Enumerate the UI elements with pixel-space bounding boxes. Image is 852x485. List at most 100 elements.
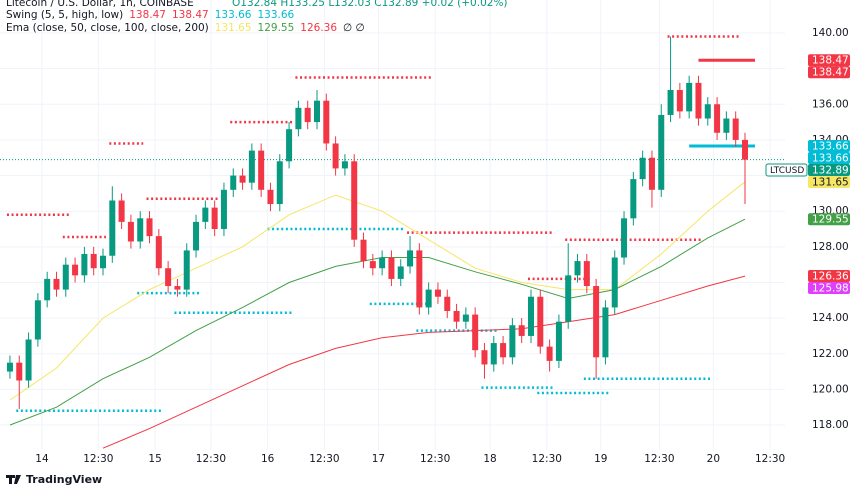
candle-body xyxy=(407,250,414,267)
candle-body xyxy=(34,300,41,340)
candle-body xyxy=(118,200,125,222)
y-tick-label: 118.00 xyxy=(812,419,849,431)
candle-body xyxy=(16,362,23,381)
y-tick-label: 122.00 xyxy=(812,348,849,360)
x-tick-label: 12:30 xyxy=(309,453,339,465)
candle-body xyxy=(220,189,227,230)
candle-body xyxy=(230,175,237,190)
candle-body xyxy=(174,286,181,290)
x-tick-label: 12:30 xyxy=(755,453,785,465)
price-tag xyxy=(808,151,850,164)
candle-body xyxy=(127,221,134,242)
candle-body xyxy=(425,289,432,308)
x-tick-label: 19 xyxy=(594,453,607,465)
price-tag-label: 138.47 xyxy=(812,55,849,67)
candle-body xyxy=(211,207,218,230)
candle-body xyxy=(62,264,69,290)
symbol: Litecoin / U.S. Dollar, 1h, COINBASE xyxy=(6,0,194,9)
candle-body xyxy=(351,161,358,240)
candle-body xyxy=(574,261,581,276)
x-tick-label: 12:30 xyxy=(532,453,562,465)
x-tick-label: 14 xyxy=(35,453,49,465)
candle-body xyxy=(72,264,79,276)
ema-line xyxy=(9,181,746,401)
candle-body xyxy=(565,275,572,322)
candle-body xyxy=(332,143,339,169)
candle-body xyxy=(81,253,88,276)
header: Litecoin / U.S. Dollar, 1h, COINBASE O13… xyxy=(6,0,508,34)
candle-body xyxy=(369,261,376,269)
x-tick-label: 17 xyxy=(372,453,385,465)
x-tick-label: 16 xyxy=(261,453,275,465)
y-tick-label: 124.00 xyxy=(812,312,849,324)
candle-body xyxy=(695,82,702,119)
indicator-value: 133.66 xyxy=(257,9,294,21)
price-tag xyxy=(808,139,850,152)
candle-body xyxy=(99,255,106,269)
candle-body xyxy=(481,350,488,365)
candle-body xyxy=(509,325,516,358)
candle-body xyxy=(630,179,637,219)
candle-body xyxy=(732,118,739,140)
x-tick-label: 18 xyxy=(483,453,496,465)
price-tag-label: 138.47 xyxy=(812,67,849,79)
candle-body xyxy=(704,104,711,119)
y-tick-label: 128.00 xyxy=(812,241,849,253)
indicator-value: 138.47 xyxy=(172,9,209,21)
indicator-suffix: ∅ ∅ xyxy=(343,22,365,34)
price-tag xyxy=(808,213,850,226)
candle-body xyxy=(137,218,144,242)
candle-body xyxy=(434,289,441,297)
levels xyxy=(0,35,785,413)
candle-body xyxy=(360,239,367,262)
candle-body xyxy=(686,82,693,112)
x-tick-label: 12:30 xyxy=(644,453,674,465)
candle-body xyxy=(453,310,460,322)
candle-body xyxy=(593,286,600,358)
candle-body xyxy=(416,250,423,308)
indicator-value: 129.55 xyxy=(258,22,295,34)
candle-body xyxy=(313,100,320,123)
candle-body xyxy=(379,257,386,269)
candle-body xyxy=(276,161,283,205)
candle-body xyxy=(183,250,190,290)
candle-body xyxy=(490,343,497,365)
candle-body xyxy=(341,161,348,169)
candle-body xyxy=(239,175,246,183)
candle-body xyxy=(388,257,395,279)
x-tick-label: 15 xyxy=(148,453,161,465)
price-tag-label: 132.89 xyxy=(812,164,849,176)
price-tag xyxy=(808,282,850,295)
price-tag-label: 126.36 xyxy=(812,271,849,283)
candle-body xyxy=(323,100,330,144)
price-tag xyxy=(808,163,850,176)
quote: O132.84 H133.25 L132.03 C132.89 +0.02 (+… xyxy=(232,0,508,9)
candle-body xyxy=(258,150,265,190)
candle-body xyxy=(267,189,274,205)
price-tag-label: 133.66 xyxy=(812,140,849,152)
footer: TradingView 14 12:30 15 12:30 16 12:30 17 12:30… xyxy=(6,453,785,485)
grid xyxy=(0,0,785,450)
price-tag-label: 129.55 xyxy=(812,214,849,226)
indicator-value: 133.66 xyxy=(215,9,252,21)
candle-body xyxy=(6,362,13,372)
logo-text: TradingView xyxy=(26,473,102,485)
candle-body xyxy=(462,314,469,322)
candle-body xyxy=(648,157,655,190)
candle-body xyxy=(714,104,721,133)
y-tick-label: 140.00 xyxy=(812,27,849,39)
price-tag xyxy=(808,175,850,188)
x-tick-label: 20 xyxy=(707,453,720,465)
symbol-tag-label: LTCUSD xyxy=(770,166,804,176)
candle-body xyxy=(146,218,153,237)
candle-body xyxy=(155,236,162,269)
price-tag-label: 125.98 xyxy=(812,283,849,295)
indicator-value: 138.47 xyxy=(129,9,166,21)
candle-body xyxy=(286,129,293,162)
candle-body xyxy=(444,296,451,311)
candle-body xyxy=(621,218,628,258)
indicator-name: Ema (close, 50, close, 100, close, 200) xyxy=(6,22,209,34)
candle-body xyxy=(109,200,116,256)
candle-body xyxy=(676,90,683,112)
